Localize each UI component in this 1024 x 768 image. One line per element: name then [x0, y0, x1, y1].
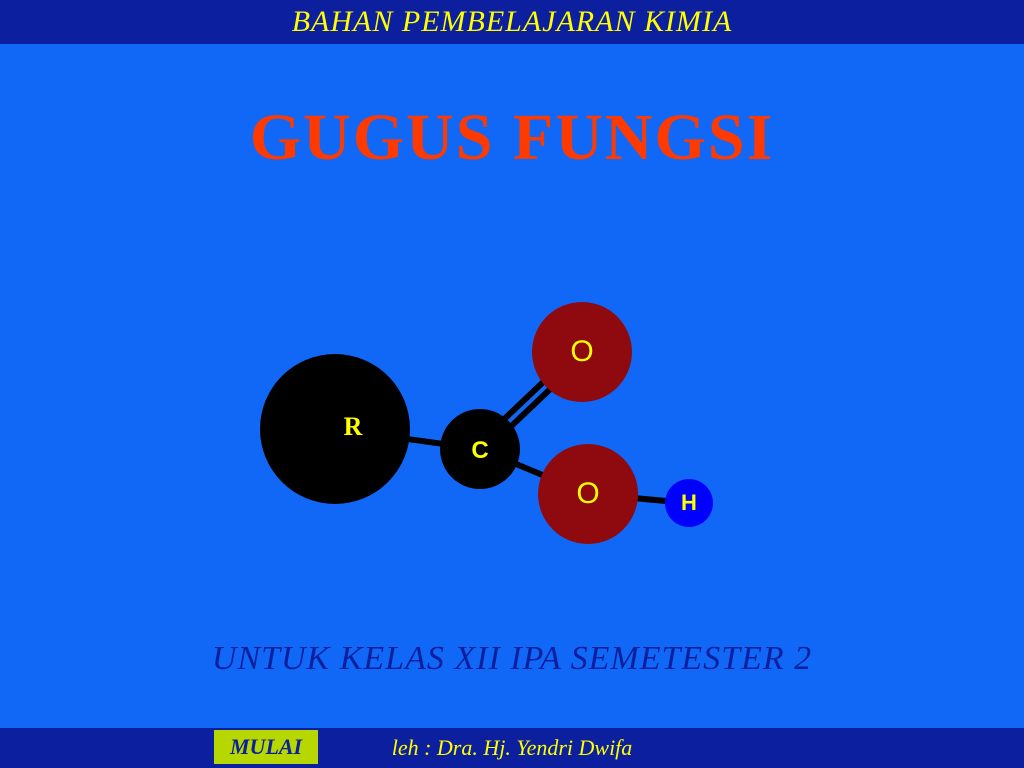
- atom-o2: O: [538, 444, 638, 544]
- atom-c: C: [440, 409, 520, 489]
- atom-h: H: [665, 479, 713, 527]
- molecule-diagram: R C O O H: [260, 254, 780, 554]
- subtitle: UNTUK KELAS XII IPA SEMETESTER 2: [0, 640, 1024, 678]
- atom-label-o2: O: [576, 477, 599, 511]
- main-title: GUGUS FUNGSI: [0, 100, 1024, 176]
- atom-label-h: H: [681, 490, 697, 516]
- atom-label-r: R: [344, 412, 363, 442]
- start-button-label: MULAI: [230, 734, 302, 759]
- atom-o1: O: [532, 302, 632, 402]
- atom-label-c: C: [471, 437, 488, 465]
- footer-author: leh : Dra. Hj. Yendri Dwifa: [392, 735, 633, 761]
- slide-stage: BAHAN PEMBELAJARAN KIMIA GUGUS FUNGSI R C…: [0, 0, 1024, 768]
- atom-label-o1: O: [570, 335, 593, 369]
- atom-r: R: [260, 354, 410, 504]
- start-button[interactable]: MULAI: [214, 730, 318, 764]
- body-area: GUGUS FUNGSI R C O O H UNTUK KELAS XII IPA S…: [0, 44, 1024, 728]
- footer-bar: leh : Dra. Hj. Yendri Dwifa: [0, 728, 1024, 768]
- header-bar: BAHAN PEMBELAJARAN KIMIA: [0, 0, 1024, 44]
- header-title: BAHAN PEMBELAJARAN KIMIA: [292, 5, 733, 39]
